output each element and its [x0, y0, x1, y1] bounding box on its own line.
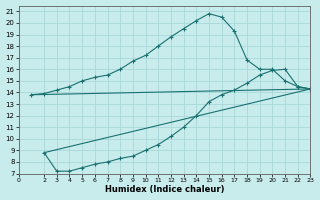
X-axis label: Humidex (Indice chaleur): Humidex (Indice chaleur) — [105, 185, 224, 194]
